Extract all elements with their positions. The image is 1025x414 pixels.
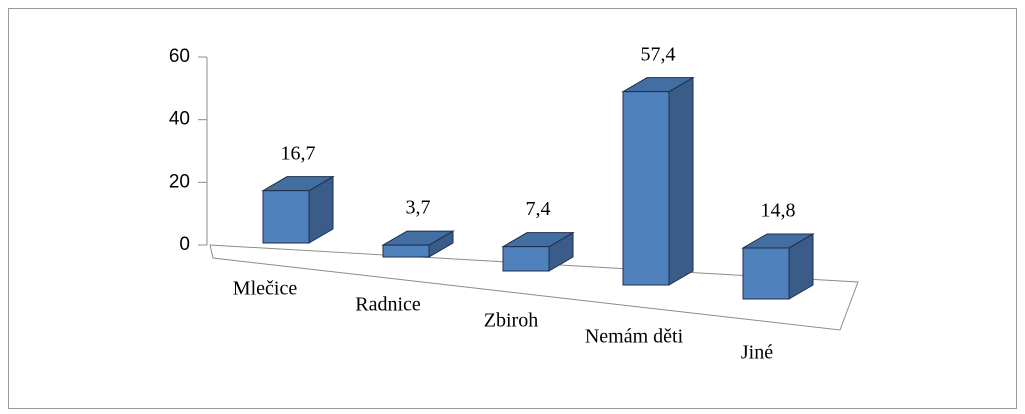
bar (622, 91, 670, 286)
x-tick-label: Jiné (741, 342, 773, 364)
x-tick-label: Zbiroh (484, 310, 538, 332)
data-label: 14,8 (761, 200, 796, 222)
x-tick-label: Radnice (355, 294, 421, 316)
x-tick-label: Mlečice (233, 278, 298, 300)
bar (502, 246, 550, 272)
bar (262, 190, 310, 244)
y-tick-label: 60 (169, 46, 190, 67)
bar (382, 244, 430, 258)
data-label: 57,4 (641, 43, 676, 65)
data-label: 3,7 (406, 197, 431, 219)
bar-side (668, 76, 694, 286)
y-tick-label: 20 (169, 171, 190, 192)
y-tick-label: 0 (179, 234, 190, 255)
bar (742, 247, 790, 300)
data-label: 7,4 (526, 198, 551, 220)
data-label: 16,7 (281, 142, 316, 164)
chart-frame (8, 8, 1017, 409)
y-tick-label: 40 (169, 109, 190, 130)
x-tick-label: Nemám děti (585, 326, 684, 348)
